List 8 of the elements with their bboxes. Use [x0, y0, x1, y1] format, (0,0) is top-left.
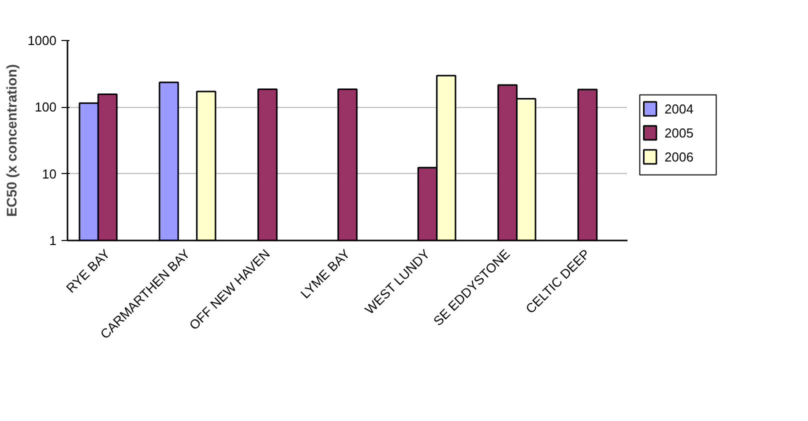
y-tick-label: 10 — [42, 166, 57, 182]
y-tick-label: 1 — [49, 233, 57, 248]
legend-label: 2005 — [664, 125, 694, 140]
y-tick-label: 1000 — [28, 33, 56, 48]
y-tick-label: 100 — [34, 100, 57, 115]
legend-label: 2006 — [664, 149, 694, 164]
legend-label: 2004 — [664, 101, 694, 116]
y-axis-title: EC50 (x concentration) — [4, 64, 20, 217]
